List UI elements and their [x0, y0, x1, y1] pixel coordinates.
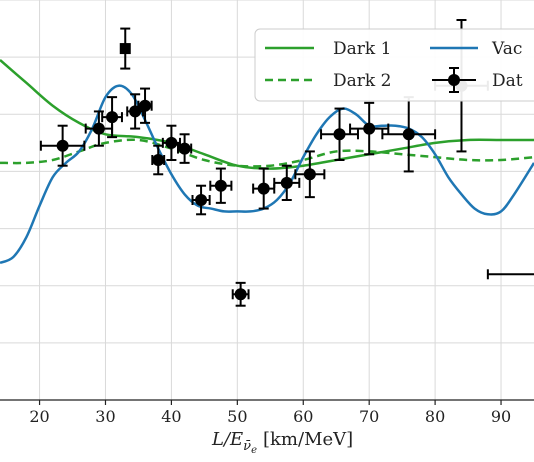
data-point-marker-9	[195, 194, 208, 206]
data-point-marker-13	[280, 176, 293, 189]
data-points-layer	[39, 19, 534, 307]
x-tick-label-2: 40	[161, 407, 181, 426]
x-axis-label-sub: ν̄	[243, 439, 251, 454]
data-point-marker-5	[139, 99, 152, 112]
data-point-8	[177, 133, 193, 164]
data-point-marker-6	[152, 154, 165, 166]
data-point-marker-15	[333, 128, 346, 141]
data-point-17	[381, 96, 437, 173]
data-point-6	[151, 144, 166, 176]
x-tick-label-3: 50	[227, 407, 247, 426]
x-axis-label: L/Eν̄e [km/MeV]	[211, 429, 353, 456]
data-point-5	[137, 87, 153, 124]
x-tick-label-4: 60	[293, 407, 313, 426]
data-point-marker-3	[119, 43, 131, 55]
data-point-10	[209, 167, 233, 204]
data-point-marker-12	[257, 182, 270, 195]
data-point-11	[231, 281, 250, 307]
x-tick-label-6: 80	[425, 407, 445, 426]
data-point-marker-16	[363, 122, 376, 135]
x-axis-label-main: L/E	[211, 429, 243, 450]
data-point-marker-7	[165, 136, 178, 149]
data-point-16	[349, 101, 390, 156]
legend-label-data: Dat	[492, 71, 523, 91]
data-point-marker-2	[106, 111, 119, 124]
data-point-marker-1	[92, 122, 105, 135]
data-point-3	[119, 27, 131, 70]
legend-label-vacuum: Vac	[491, 39, 522, 59]
legend-label-dark2: Dark 2	[333, 71, 391, 91]
legend-marker-data	[432, 67, 476, 93]
data-point-0	[39, 124, 86, 167]
data-point-15	[320, 107, 359, 161]
x-axis-label-units: [km/MeV]	[263, 429, 353, 450]
x-axis-label-sub2: e	[251, 445, 257, 456]
x-tick-label-5: 70	[359, 407, 379, 426]
data-point-marker-14	[303, 168, 316, 181]
x-ticks: 20 30 40 50 60 70 80 90	[29, 400, 511, 426]
data-point-19	[486, 269, 534, 280]
legend-label-dark1: Dark 1	[333, 39, 391, 59]
data-point-marker-10	[214, 179, 227, 192]
data-point-14	[294, 150, 326, 199]
data-point-marker-11	[234, 288, 247, 301]
data-point-13	[273, 164, 301, 201]
x-tick-label-7: 90	[491, 407, 511, 426]
series-line-dark1	[0, 59, 534, 170]
x-tick-label-1: 30	[95, 407, 115, 426]
data-point-marker-8	[178, 142, 191, 155]
data-point-2	[101, 96, 123, 139]
data-point-7	[161, 124, 181, 161]
data-point-marker-17	[402, 128, 415, 141]
data-point-9	[191, 184, 211, 216]
legend: Dark 1 Dark 2 Vac Dat	[254, 28, 534, 102]
x-tick-label-0: 20	[29, 407, 49, 426]
data-point-marker-0	[56, 139, 69, 152]
